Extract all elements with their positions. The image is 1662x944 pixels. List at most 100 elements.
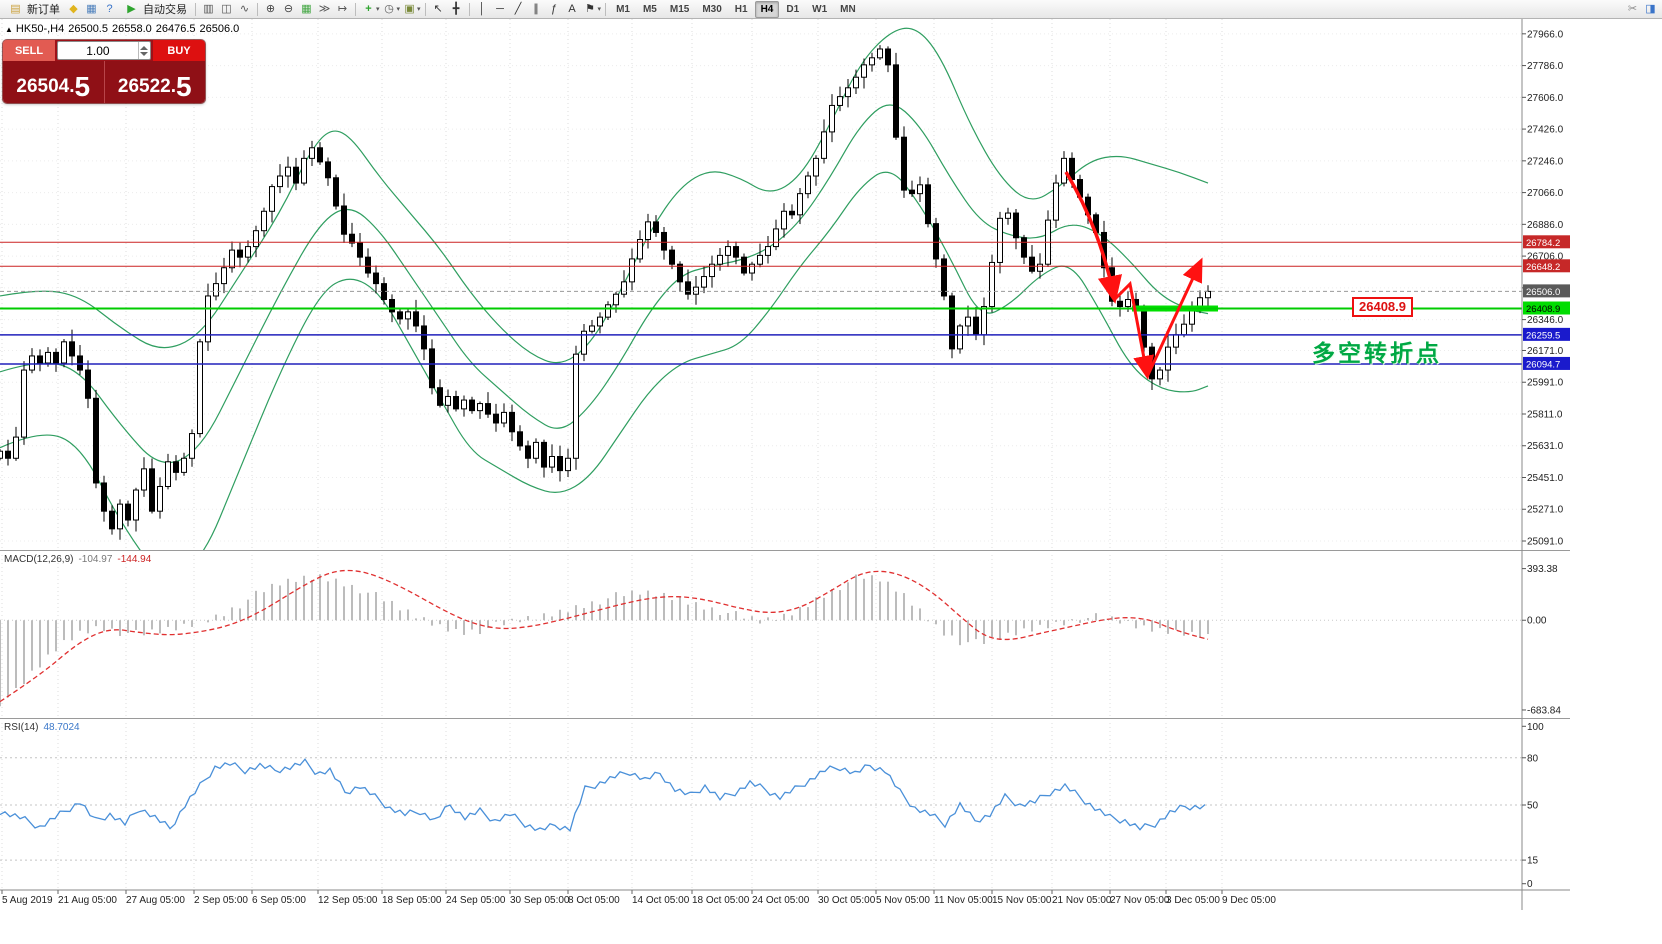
timeframe-button-m15[interactable]: M15	[669, 3, 690, 15]
new-order-button[interactable]: ▤ 新订单	[3, 1, 64, 17]
svg-text:24 Oct 05:00: 24 Oct 05:00	[752, 895, 810, 906]
svg-text:6 Sep 05:00: 6 Sep 05:00	[252, 895, 306, 906]
turning-point-label[interactable]: 多空转折点	[1312, 340, 1442, 366]
auto-scroll-icon[interactable]: ≫	[318, 3, 331, 15]
order-prices-row: 26504. 5 26522. 5	[3, 61, 205, 103]
rsi-indicator-label: RSI(14) 48.7024	[4, 722, 80, 733]
sell-price-big-digit: 5	[74, 71, 91, 102]
timeframe-button-m1[interactable]: M1	[616, 3, 630, 15]
svg-text:26706.0: 26706.0	[1527, 252, 1564, 263]
sell-button[interactable]: SELL	[3, 40, 55, 61]
volume-increase-icon[interactable]	[140, 45, 149, 50]
bar-chart-type-icon[interactable]: ▥	[203, 3, 214, 15]
timeframe-button-h1[interactable]: H1	[734, 3, 748, 15]
svg-text:9 Dec 05:00: 9 Dec 05:00	[1222, 895, 1276, 906]
community-icon[interactable]: ◨	[1645, 3, 1656, 15]
arrow-objects-icon-dropdown-caret[interactable]: ▾	[597, 6, 602, 13]
svg-text:15 Nov 05:00: 15 Nov 05:00	[992, 895, 1052, 906]
line-chart-type-icon[interactable]: ∿	[239, 3, 250, 15]
timeframe-button-m30[interactable]: M30	[702, 3, 722, 15]
time-axis[interactable]: 5 Aug 2019 21 Aug 05:00 27 Aug 05:00 2 Sep …	[0, 889, 1570, 906]
candlestick-type-icon[interactable]: ◫	[221, 3, 232, 15]
svg-text:30 Oct 05:00: 30 Oct 05:00	[818, 895, 876, 906]
svg-text:26171.0: 26171.0	[1527, 346, 1564, 357]
v-bottom-arrow[interactable]	[1112, 280, 1154, 380]
rsi-value: 48.7024	[43, 722, 80, 733]
vertical-line-icon[interactable]: │	[478, 3, 486, 15]
price-tag-26506.0[interactable]	[1523, 284, 1570, 298]
svg-text:26346.0: 26346.0	[1527, 315, 1564, 326]
buy-button[interactable]: BUY	[153, 40, 205, 61]
indicators-icon[interactable]: +	[365, 3, 372, 15]
svg-text:12 Sep 05:00: 12 Sep 05:00	[318, 895, 378, 906]
periods-icon[interactable]: ◷	[384, 3, 394, 15]
timeframe-button-mn[interactable]: MN	[840, 3, 856, 15]
price-tag-26259.5[interactable]	[1523, 327, 1570, 341]
volume-input[interactable]	[58, 43, 138, 58]
price-tag-26094.7[interactable]	[1523, 356, 1570, 370]
svg-text:26886.0: 26886.0	[1527, 220, 1564, 231]
volume-decrease-icon[interactable]	[140, 51, 149, 56]
timeframe-button-w1[interactable]: W1	[812, 3, 828, 15]
snapshot-icon[interactable]: ✂	[1627, 3, 1638, 15]
tile-windows-icon[interactable]: ▦	[301, 3, 312, 15]
chart-shift-icon[interactable]: ↦	[337, 3, 348, 15]
symbol-timeframe: HK50-,H4	[15, 23, 65, 35]
toolbar: ▤ 新订单 ◆ ▦? ▶ 自动交易 ▥ ◫ ∿ ⊕ ⊖ ▦ ≫ ↦ + ▾ ◷ ▾ ▣ ▾ ↖ ╋ │ ─ ╱ ∥ ƒ A ⚑ ▾ M1 M5…	[0, 0, 1662, 19]
periods-icon-dropdown-caret[interactable]: ▾	[396, 6, 401, 13]
svg-text:5 Aug 2019: 5 Aug 2019	[2, 895, 53, 906]
svg-text:25271.0: 25271.0	[1527, 505, 1564, 516]
price-tag-26784.2[interactable]	[1523, 235, 1570, 249]
panel-separators[interactable]	[0, 550, 1570, 720]
macd-histogram	[0, 574, 1209, 707]
fibonacci-icon[interactable]: ƒ	[550, 3, 558, 15]
trendline-icon[interactable]: ╱	[514, 3, 522, 15]
equidistant-channel-icon[interactable]: ∥	[533, 3, 539, 15]
rebound-arrow[interactable]	[1145, 257, 1203, 378]
price-tag-26648.2[interactable]	[1523, 259, 1570, 273]
auto-trading-button[interactable]: ▶ 自动交易	[119, 1, 191, 17]
timeframe-button-h4[interactable]: H4	[754, 0, 780, 18]
horizontal-levels[interactable]	[0, 241, 1522, 365]
svg-text:24 Sep 05:00: 24 Sep 05:00	[446, 895, 506, 906]
svg-text:-683.84: -683.84	[1527, 705, 1561, 716]
svg-text:393.38: 393.38	[1527, 564, 1558, 575]
svg-text:30 Sep 05:00: 30 Sep 05:00	[510, 895, 570, 906]
market-watch-icon[interactable]: ▦	[86, 3, 97, 15]
price-tag-26408.9[interactable]	[1523, 301, 1570, 315]
svg-text:11 Nov 05:00: 11 Nov 05:00	[934, 895, 993, 906]
trend-arrows[interactable]	[1064, 171, 1203, 380]
templates-icon-dropdown-caret[interactable]: ▾	[417, 6, 421, 13]
buy-price-big-digit: 5	[176, 71, 192, 102]
macd-panel	[0, 569, 1522, 707]
bollinger-lower-band[interactable]	[0, 171, 1209, 573]
metaeditor-icon[interactable]: ◆	[69, 3, 78, 15]
zoom-in-icon[interactable]: ⊕	[265, 3, 276, 15]
rsi-line[interactable]	[0, 758, 1206, 832]
indicators-icon-dropdown-caret[interactable]: ▾	[376, 6, 380, 13]
macd-signal-line[interactable]	[0, 569, 1209, 703]
horizontal-line-icon[interactable]: ─	[496, 3, 504, 15]
svg-text:18 Sep 05:00: 18 Sep 05:00	[382, 895, 442, 906]
toolbar-separator	[605, 2, 607, 16]
timeframe-button-m5[interactable]: M5	[642, 3, 657, 15]
zoom-out-icon[interactable]: ⊖	[283, 3, 294, 15]
decline-arrow[interactable]	[1064, 171, 1122, 304]
play-icon: ▶	[127, 3, 136, 15]
cursor-icon[interactable]: ↖	[433, 3, 443, 15]
templates-icon[interactable]: ▣	[404, 3, 415, 15]
timeframe-button-d1[interactable]: D1	[786, 3, 800, 15]
svg-text:0.00: 0.00	[1527, 616, 1547, 627]
price-tags[interactable]: 26784.2 26648.2 26506.0 26408.9 26259.5 26094…	[1523, 235, 1570, 370]
grid-layer	[0, 19, 1522, 890]
text-label-icon[interactable]: A	[568, 3, 576, 15]
help-icon[interactable]: ?	[106, 3, 113, 15]
sell-price[interactable]: 26504. 5	[3, 61, 104, 103]
buy-price[interactable]: 26522. 5	[103, 61, 206, 103]
svg-text:26259.5: 26259.5	[1526, 330, 1560, 341]
crosshair-icon[interactable]: ╋	[452, 3, 460, 15]
price-annotation-box[interactable]: 26408.9	[1352, 297, 1413, 317]
arrow-objects-icon[interactable]: ⚑	[585, 3, 595, 15]
svg-text:21 Nov 05:00: 21 Nov 05:00	[1052, 895, 1112, 906]
